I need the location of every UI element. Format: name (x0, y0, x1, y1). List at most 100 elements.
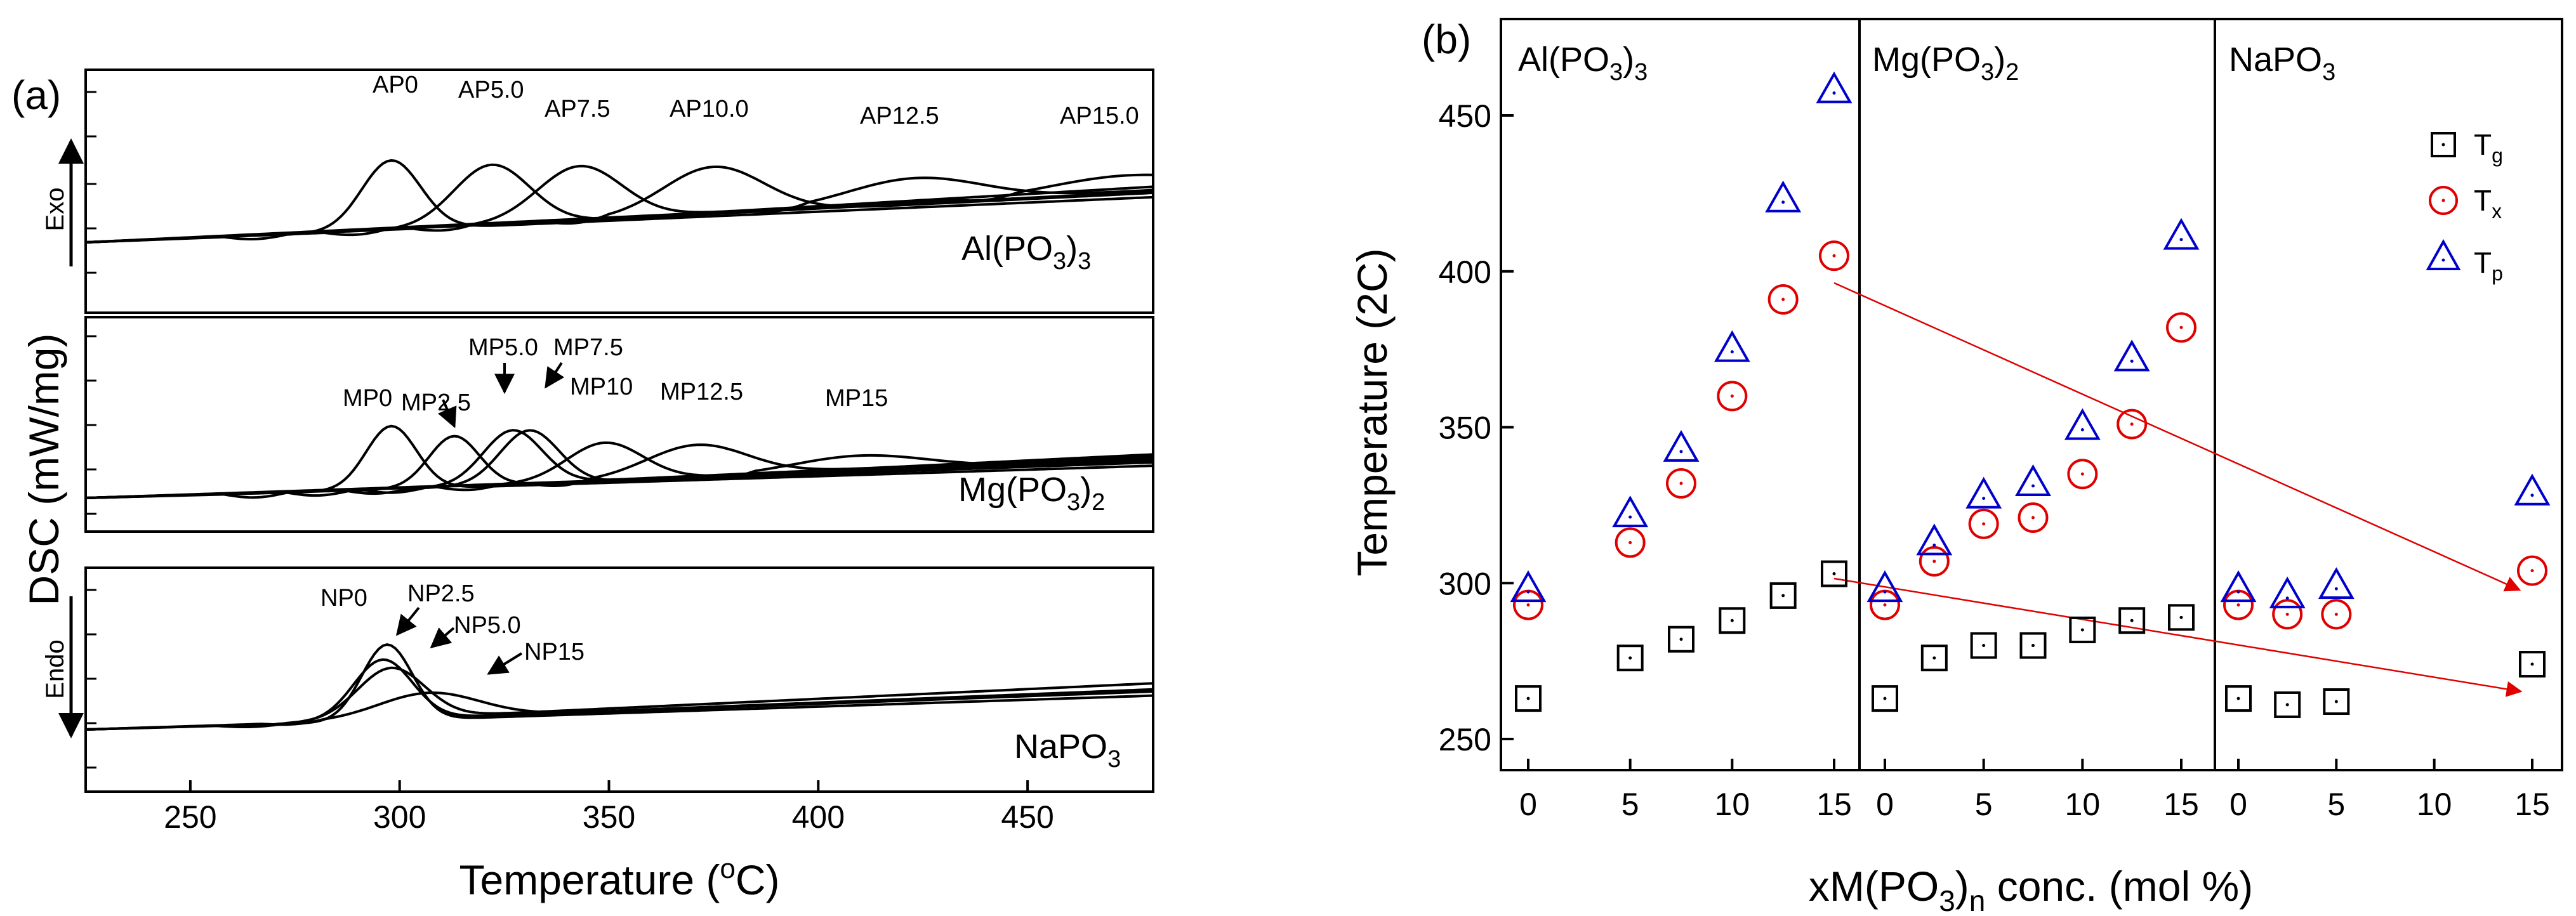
peak-label-ap10: AP10.0 (670, 96, 749, 122)
peak-label-mp15: MP15 (825, 385, 888, 412)
panel-b-xtick-label: 5 (2327, 787, 2345, 822)
panel-b-xtick-label: 15 (2163, 787, 2199, 822)
tx-point (2166, 312, 2196, 343)
tp-point-dot (1730, 350, 1734, 354)
exo-label: Exo (41, 188, 69, 232)
panel-b-xtick-label: 0 (2229, 787, 2247, 822)
tg-point (1872, 685, 1898, 712)
tx-point (2067, 459, 2098, 490)
panel-b-xlabel: xM(PO3)n conc. (mol %) (1809, 863, 2253, 916)
panel-b-xticks: 0 5 10 15 0 5 10 15 0 5 10 15 (1519, 759, 2550, 822)
tx-point (1919, 546, 1950, 577)
panel-a: (a) DSC (mW/mg) Exo Endo 250 300 350 400 450 (11, 69, 1154, 903)
tx-point-dot (1982, 522, 1986, 526)
tg-point (1970, 632, 1997, 659)
tp-point-dot (1883, 590, 1887, 594)
tp-point (2269, 576, 2306, 608)
peak-label-np2: NP2.5 (407, 580, 475, 607)
tg-point (2519, 651, 2546, 678)
tg-point-dot (2179, 615, 2183, 619)
tp-point (2163, 218, 2200, 250)
tx-point (1717, 381, 1748, 412)
peak-label-np0: NP0 (320, 585, 367, 612)
tg-point-dot (1982, 644, 1986, 648)
panel-b-xtick-label: 15 (2514, 787, 2550, 822)
tp-point (1663, 429, 1700, 462)
dsc-curve-np2-5 (85, 658, 1154, 731)
peak-label-ap15: AP15.0 (1060, 103, 1139, 129)
panel-b-xtick-label: 0 (1876, 787, 1894, 822)
tp-point (1816, 71, 1853, 103)
tg-point-dot (2130, 618, 2134, 622)
tg-point-dot (1526, 697, 1530, 700)
tg-point-dot (2530, 662, 2534, 666)
panel-b: (b) Temperature (2C) Al(PO3)3 Mg(PO3)2 N… (1349, 16, 2563, 916)
tp-point-dot (1832, 91, 1836, 95)
legend-tg-marker (2431, 132, 2456, 157)
tp-point (2220, 570, 2257, 603)
tx-point-dot (1932, 559, 1936, 563)
dsc-curve-ap15-0 (85, 173, 1154, 244)
tp-point-dot (1526, 590, 1530, 594)
tg-point-dot (2334, 700, 2338, 703)
tp-point-dot (2334, 587, 2338, 591)
tx-point (1767, 284, 1799, 315)
section-na-name: NaPO3 (2229, 41, 2335, 86)
panel-b-xtick-label: 0 (1519, 787, 1537, 822)
tp-point (2318, 567, 2355, 599)
legend-tx-marker (2429, 186, 2458, 215)
tp-point (1916, 523, 1953, 556)
legend-tp-label: Tp (2474, 246, 2503, 285)
tg-point-dot (2031, 644, 2035, 648)
panel-b-ylabel: Temperature (2C) (1349, 248, 1396, 576)
panel-b-frame (1500, 18, 2563, 771)
tp-point-dot (2236, 590, 2240, 594)
tp-point (1612, 495, 1649, 528)
tp-point-dot (2285, 596, 2289, 600)
tx-point (2018, 502, 2049, 533)
panel-b-ytick-label: 400 (1439, 254, 1491, 290)
peak-label-ap0: AP0 (373, 72, 418, 98)
trend-arrow-tx (1833, 282, 2521, 592)
na-label-arrows (395, 606, 523, 675)
tp-point-dot (2130, 359, 2134, 363)
dsc-curve-mp0 (85, 424, 1154, 499)
tx-point-dot (1679, 481, 1683, 485)
tg-point (2118, 607, 2146, 634)
mg-label-arrows (437, 362, 565, 428)
subplot-al-name: Al(PO3)3 (961, 230, 1091, 275)
tg-point-dot (1932, 656, 1936, 660)
panel-a-label: (a) (11, 72, 61, 118)
subplot-mg-name: Mg(PO3)2 (958, 471, 1105, 516)
tx-point-dot (1781, 298, 1785, 301)
tp-point-dot (2179, 238, 2183, 242)
tp-point-dot (1679, 450, 1683, 454)
tp-point (2514, 473, 2551, 506)
tx-point (1615, 527, 1646, 558)
trend-arrow-tg (1833, 577, 2523, 697)
tp-point-dot (1982, 497, 1986, 501)
peak-label-mp0: MP0 (343, 385, 392, 412)
legend: Tg Tx Tp (2426, 128, 2503, 285)
panel-a-curves (85, 159, 1154, 731)
tg-point (2225, 685, 2252, 712)
panel-b-ytick-label: 450 (1439, 98, 1491, 134)
tp-point (1714, 330, 1750, 362)
tx-point (2272, 599, 2303, 630)
panel-b-yticks: 250 300 350 400 450 (1439, 98, 1514, 757)
peak-label-mp5: MP5.0 (468, 334, 538, 361)
dsc-curve-np0 (85, 643, 1154, 731)
dsc-curve-ap0 (85, 159, 1154, 244)
panel-b-ytick-label: 350 (1439, 410, 1491, 446)
dsc-curve-mp15 (85, 454, 1154, 499)
peak-label-mp12: MP12.5 (660, 379, 743, 405)
peak-label-np15: NP15 (524, 639, 585, 665)
tg-point (2069, 616, 2096, 643)
panel-b-xtick-label: 10 (2417, 787, 2452, 822)
tx-point (2117, 409, 2148, 440)
legend-tp-marker (2426, 239, 2461, 270)
tg-point-dot (2285, 703, 2289, 707)
panel-a-left-ticks (86, 91, 96, 769)
tx-point (1666, 468, 1696, 499)
tx-point (1819, 240, 1849, 272)
